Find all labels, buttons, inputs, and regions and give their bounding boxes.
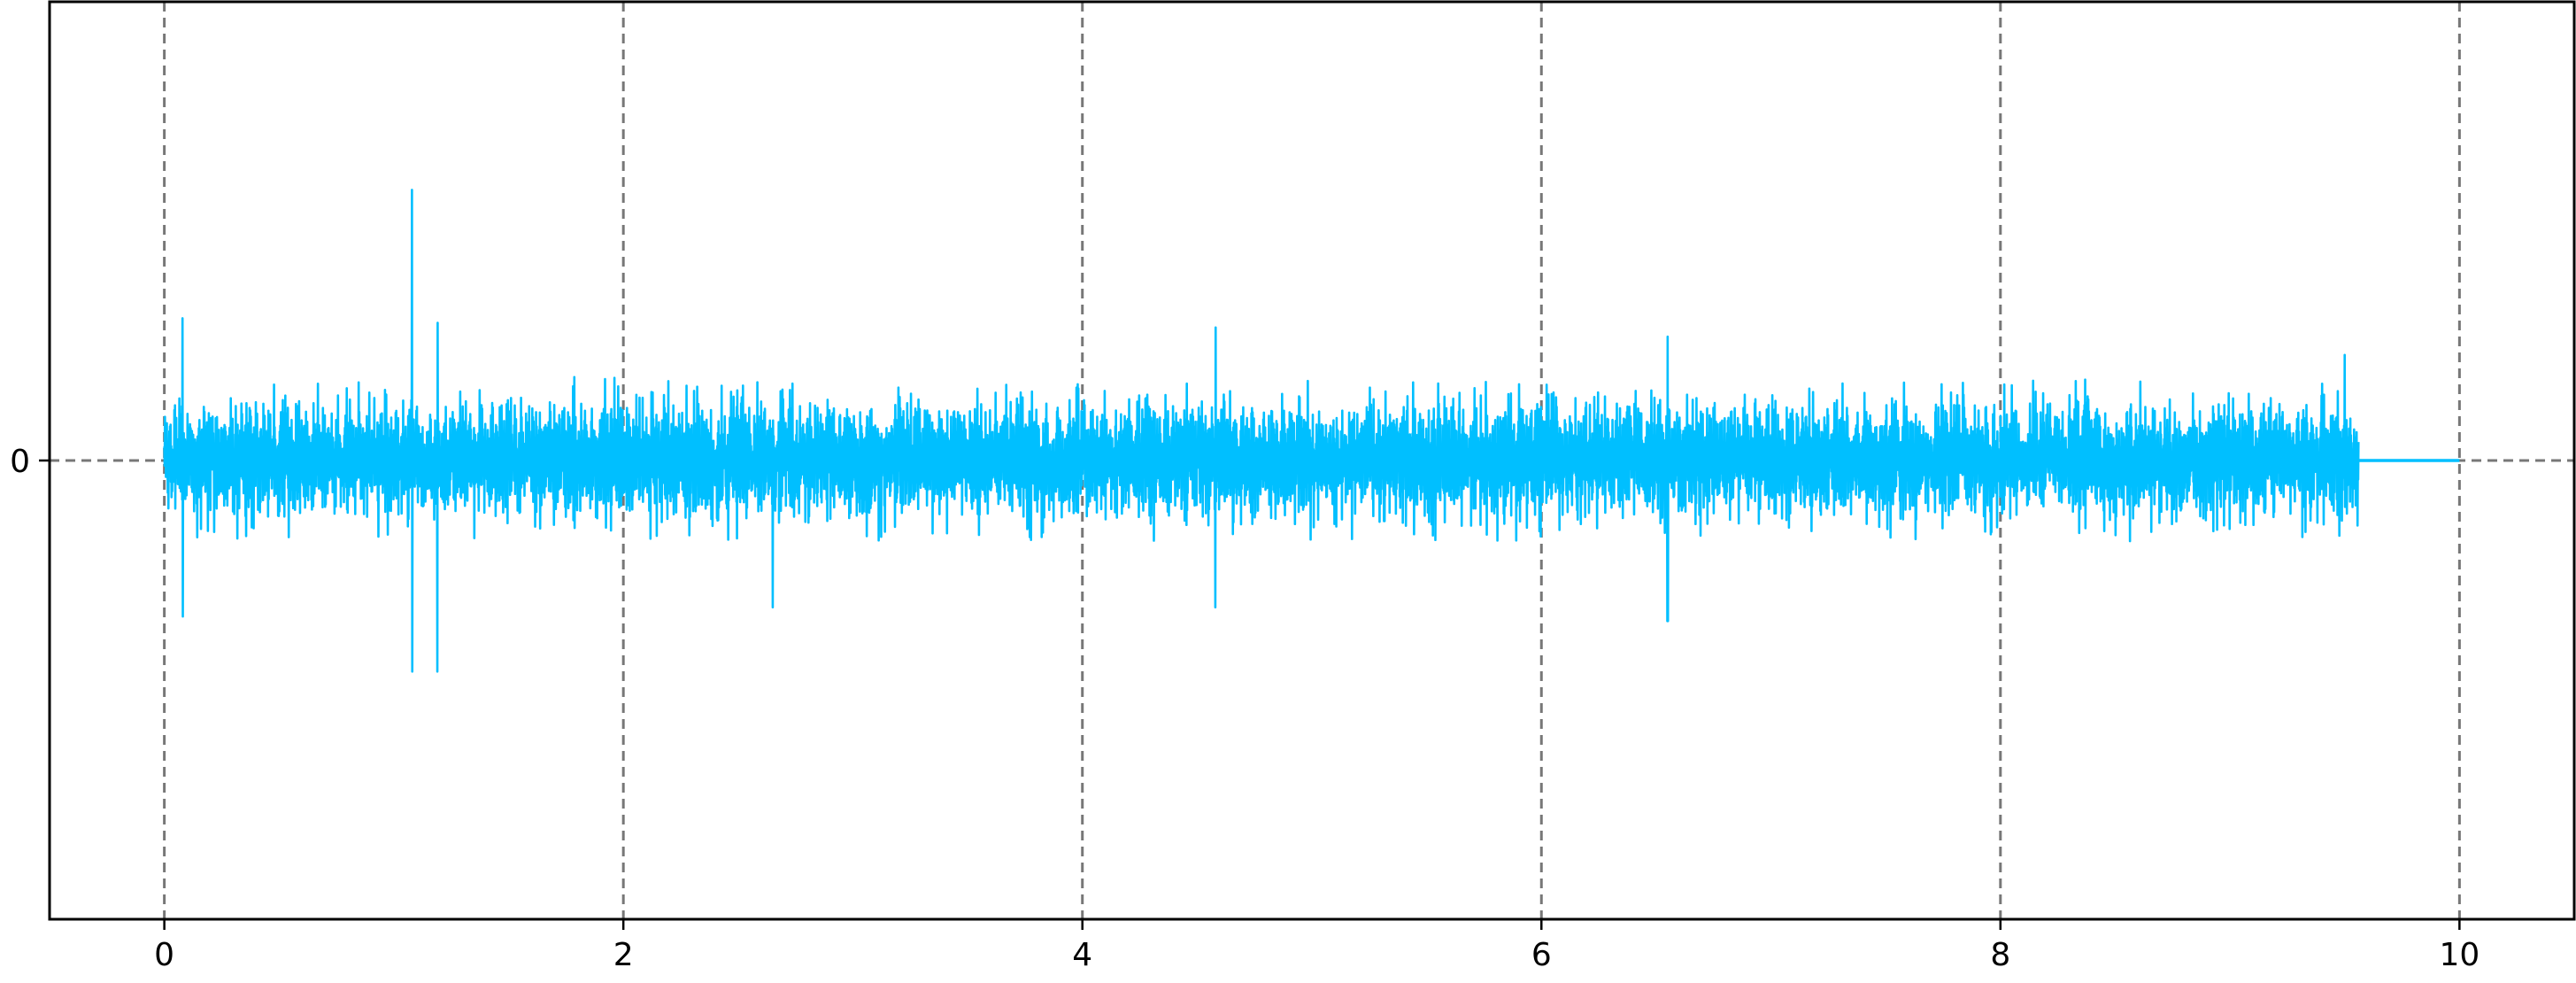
signal-line <box>163 189 2360 673</box>
x-tick-label-8: 8 <box>1990 937 2010 973</box>
x-tick-label-2: 2 <box>613 937 634 973</box>
y-tick-label-0: 0 <box>10 444 30 480</box>
series-layer <box>163 189 2460 673</box>
x-tick-label-4: 4 <box>1072 937 1092 973</box>
ticks-layer: 0 2 4 6 8 10 0 <box>10 444 2480 973</box>
x-tick-label-0: 0 <box>154 937 174 973</box>
x-tick-label-6: 6 <box>1531 937 1552 973</box>
x-tick-label-10: 10 <box>2439 937 2480 973</box>
